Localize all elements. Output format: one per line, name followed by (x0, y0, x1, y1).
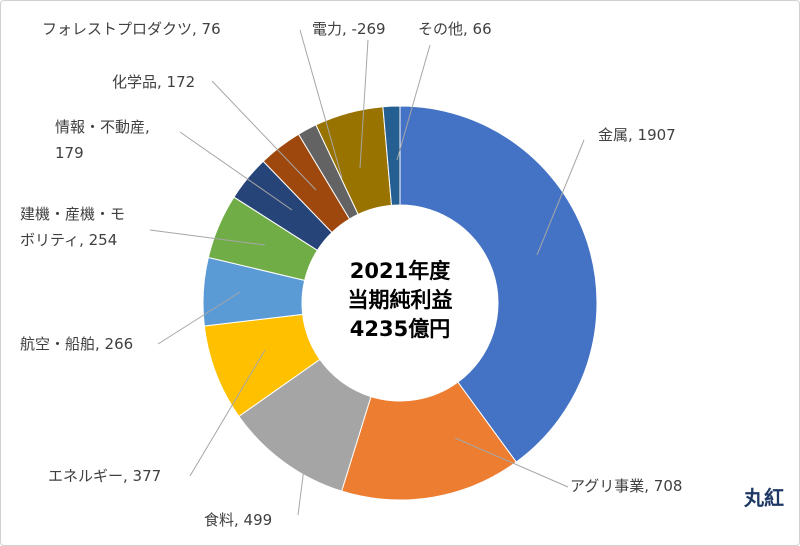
slice-11 (382, 105, 401, 206)
leader-line-6 (149, 229, 266, 246)
slice-label-1: 金属, 1907 (598, 126, 676, 144)
donut-slices (202, 105, 598, 501)
slice-label-2: アグリ事業, 708 (570, 477, 682, 495)
center-title-line2: 当期純利益 (348, 288, 453, 312)
leader-line-4 (189, 349, 266, 477)
leader-line-7 (179, 131, 293, 211)
slice-label-5: 航空・船舶, 266 (20, 335, 133, 353)
slice-label-3: 食料, 499 (204, 511, 272, 529)
leader-lines (149, 29, 585, 516)
slice-label-8: 化学品, 172 (112, 73, 195, 91)
leader-line-9 (299, 29, 343, 179)
leader-line-11 (396, 44, 431, 161)
center-title-line3: 4235億円 (350, 317, 450, 341)
slice-1 (399, 105, 598, 463)
leader-line-10 (359, 39, 369, 169)
slice-labels: 金属, 1907 アグリ事業, 708 食料, 499 エネルギー, 377 航空・船舶… (20, 20, 682, 529)
leader-line-5 (157, 291, 241, 345)
brand-label: 丸紅 (743, 486, 784, 510)
slice-label-7-line2: 179 (55, 144, 84, 162)
leader-line-3 (297, 421, 311, 516)
slice-label-10: 電力, -269 (312, 20, 386, 38)
leader-line-8 (211, 80, 317, 191)
slice-label-4: エネルギー, 377 (48, 467, 161, 485)
slice-label-6-line1: 建機・産機・モ (20, 205, 125, 223)
slice-label-9: フォレストプロダクツ, 76 (42, 20, 221, 38)
slice-label-7-line1: 情報・不動産, (55, 118, 150, 136)
slice-label-11: その他, 66 (418, 20, 492, 38)
center-title-line1: 2021年度 (350, 259, 450, 283)
leader-line-2 (454, 437, 569, 488)
slice-label-6-line2: ボリティ, 254 (20, 231, 117, 249)
leader-line-1 (536, 139, 585, 256)
